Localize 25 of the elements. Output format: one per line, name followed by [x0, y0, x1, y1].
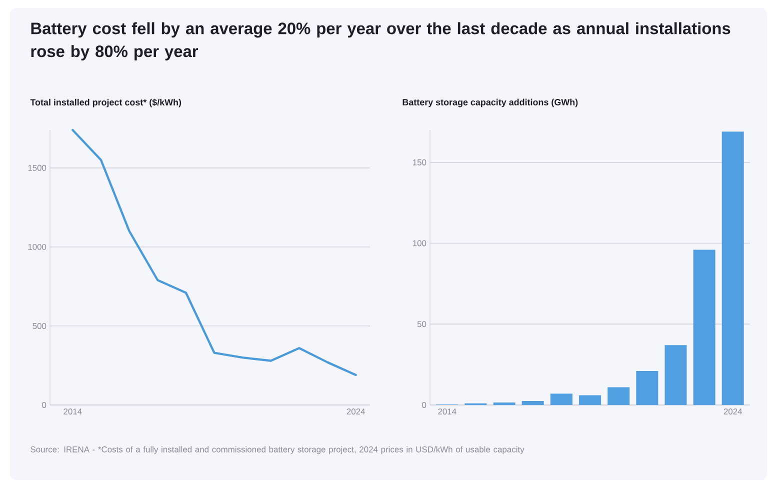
y-tick-label: 0	[422, 402, 426, 408]
chart-title: Battery cost fell by an average 20% per year over the last decade as annual installations rose by 80% per year	[31, 22, 730, 60]
x-tick-label: 2014	[64, 408, 82, 414]
y-axis-title: Total installed project cost* ($/kWh)	[30, 98, 182, 108]
y-tick-label: 0	[42, 402, 46, 408]
y-tick-label: 100	[413, 240, 426, 246]
bar	[608, 387, 630, 405]
x-tick-label: 2024	[724, 408, 742, 414]
y-tick-label: 150	[413, 159, 426, 166]
y-tick-label: 1000	[28, 244, 46, 250]
x-tick-label: 2024	[346, 408, 366, 414]
y-tick-label: 500	[32, 322, 46, 329]
y-tick-label: 50	[417, 321, 426, 328]
x-tick-label: 2014	[438, 408, 456, 414]
bar	[579, 395, 602, 405]
bar	[664, 345, 687, 405]
bar	[522, 400, 544, 405]
y-tick-label: 1500	[28, 164, 46, 171]
bar	[636, 371, 658, 405]
y-axis-title: Battery storage capacity additions (GWh)	[402, 98, 578, 108]
bar	[693, 250, 716, 405]
source-note: Source: IRENA - *Costs of a fully installed and commissioned battery storage project, 2024 prices in USD/kWh of usable capacity	[30, 446, 524, 454]
line-series	[72, 128, 357, 376]
bar	[550, 394, 572, 405]
bar	[722, 132, 744, 405]
